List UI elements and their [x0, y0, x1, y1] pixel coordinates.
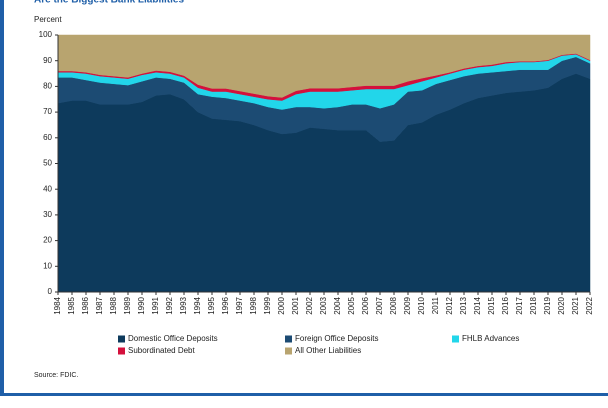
x-tick-label: 1994	[193, 296, 202, 314]
legend-swatch	[285, 347, 292, 355]
chart-title: Are the Biggest Bank Liabilities	[34, 0, 184, 6]
y-axis-label: Percent	[34, 15, 62, 24]
x-tick-label: 2000	[277, 296, 286, 314]
x-tick-label: 2020	[557, 296, 566, 314]
x-tick-label: 2017	[515, 296, 524, 314]
x-tick-label: 1998	[249, 296, 258, 314]
x-tick-label: 2001	[291, 296, 300, 314]
x-tick-label: 2019	[543, 296, 552, 314]
x-tick-label: 1984	[53, 296, 62, 314]
x-tick-label: 2007	[375, 296, 384, 314]
legend-label: Subordinated Debt	[128, 346, 195, 355]
area	[57, 34, 591, 98]
y-tick-label: 60	[43, 133, 52, 142]
y-tick-label: 100	[39, 30, 53, 39]
x-tick-label: 2005	[347, 296, 356, 314]
bottom-border	[0, 393, 608, 396]
x-tick-label: 1985	[67, 296, 76, 314]
x-tick-label: 2002	[305, 296, 314, 314]
x-tick-label: 2021	[571, 296, 580, 314]
x-tick-label: 2011	[431, 296, 440, 314]
legend-swatch	[118, 335, 125, 343]
legend-label: Domestic Office Deposits	[128, 334, 218, 343]
x-tick-label: 1993	[179, 296, 188, 314]
y-tick-label: 0	[48, 287, 53, 296]
y-tick-label: 10	[43, 261, 52, 270]
y-tick-label: 70	[43, 107, 52, 116]
x-tick-label: 2012	[445, 296, 454, 314]
x-tick-label: 2003	[319, 296, 328, 314]
y-tick-label: 30	[43, 210, 52, 219]
y-tick-label: 50	[43, 159, 52, 168]
x-tick-label: 1999	[263, 296, 272, 314]
legend-swatch	[118, 347, 125, 355]
y-tick-label: 20	[43, 236, 52, 245]
x-tick-label: 1992	[165, 296, 174, 314]
x-tick-label: 2016	[501, 296, 510, 314]
y-tick-label: 40	[43, 184, 52, 193]
legend-label: Foreign Office Deposits	[295, 334, 378, 343]
legend-label: All Other Liabilities	[295, 346, 361, 355]
x-tick-label: 1987	[95, 296, 104, 314]
x-tick-label: 2022	[585, 296, 594, 314]
x-tick-label: 1986	[81, 296, 90, 314]
x-tick-label: 1988	[109, 296, 118, 314]
x-tick-label: 2009	[403, 296, 412, 314]
y-tick-label: 90	[43, 56, 52, 65]
x-tick-label: 1996	[221, 296, 230, 314]
x-tick-label: 1997	[235, 296, 244, 314]
legend-swatch	[452, 335, 459, 343]
source: Source: FDIC.	[34, 372, 78, 379]
x-tick-label: 1995	[207, 296, 216, 314]
x-tick-label: 1991	[151, 296, 160, 314]
y-tick-label: 80	[43, 82, 52, 91]
x-tick-label: 2015	[487, 296, 496, 314]
x-tick-label: 1990	[137, 296, 146, 314]
legend-swatch	[285, 335, 292, 343]
x-tick-label: 2004	[333, 296, 342, 314]
x-tick-label: 2010	[417, 296, 426, 314]
x-tick-label: 2014	[473, 296, 482, 314]
x-tick-label: 2006	[361, 296, 370, 314]
x-tick-label: 2018	[529, 296, 538, 314]
x-tick-label: 2008	[389, 296, 398, 314]
side-border	[0, 0, 4, 396]
legend-label: FHLB Advances	[462, 334, 519, 343]
x-tick-label: 2013	[459, 296, 468, 314]
x-tick-label: 1989	[123, 296, 132, 314]
